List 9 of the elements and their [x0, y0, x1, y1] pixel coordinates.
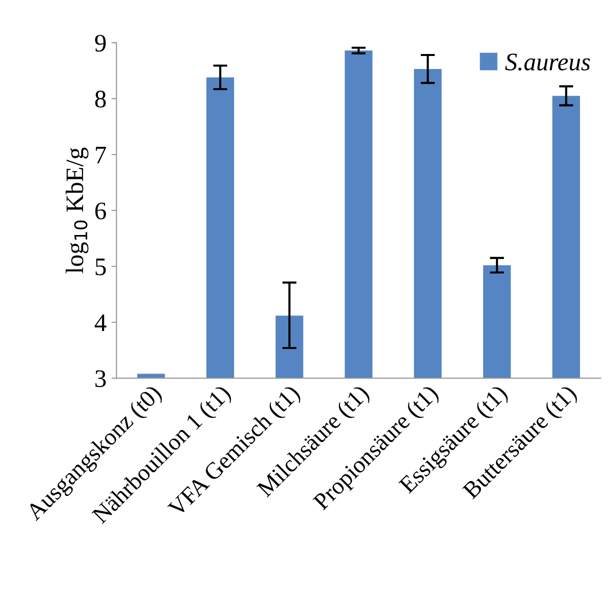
y-tick-label: 3 — [95, 370, 106, 388]
y-tick-label: 6 — [95, 202, 106, 220]
y-tick-label: 4 — [94, 314, 106, 331]
y-tick-label: 5 — [96, 258, 106, 276]
y-tick-label: 7 — [96, 146, 106, 164]
y-tick-label: 9 — [95, 34, 106, 52]
y-axis-title: log$_{10}$ KbE/g — [66, 148, 88, 274]
y-tick-label: 8 — [95, 90, 106, 108]
legend-label: S.aureus — [505, 54, 590, 71]
